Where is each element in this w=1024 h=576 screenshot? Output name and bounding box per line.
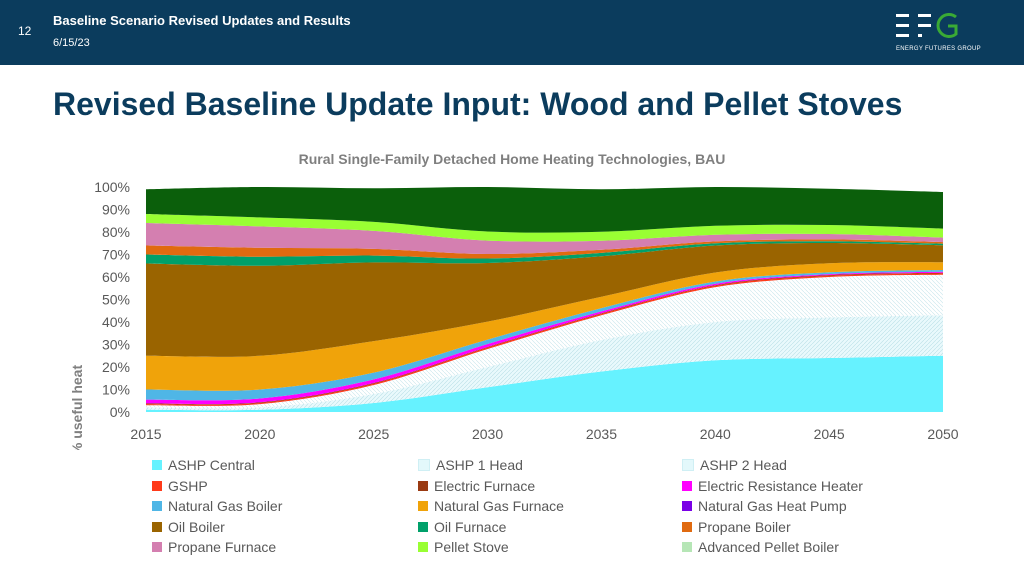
area-series-11 (146, 239, 943, 259)
header-date: 6/15/23 (53, 37, 90, 49)
legend-swatch (152, 480, 162, 491)
legend-swatch (682, 459, 694, 471)
legend-item: Oil Furnace (418, 519, 506, 535)
x-tick-label: 2020 (244, 426, 275, 442)
legend-swatch (682, 521, 692, 532)
x-tick-label: 2040 (700, 426, 731, 442)
y-tick-label: 0% (110, 404, 130, 420)
area-series-1 (146, 315, 943, 411)
y-tick-label: 70% (102, 247, 130, 263)
page-title: Revised Baseline Update Input: Wood and … (53, 86, 903, 122)
legend-label: Electric Resistance Heater (698, 477, 863, 494)
area-series-12 (146, 223, 943, 255)
area-series-2 (146, 274, 943, 409)
legend-item: Propane Furnace (152, 539, 276, 555)
legend-swatch (418, 480, 428, 491)
area-series-13 (146, 214, 943, 242)
x-tick-labels: 2015 2020 2025 2030 2035 2040 2045 2050 (130, 426, 958, 442)
x-tick-label: 2015 (130, 426, 161, 442)
y-tick-label: 100% (94, 179, 130, 195)
x-tick-label: 2030 (472, 426, 503, 442)
legend-item: Propane Boiler (682, 519, 791, 535)
x-tick-label: 2050 (927, 426, 958, 442)
x-tick-label: 2025 (358, 426, 389, 442)
area-series-0 (146, 355, 943, 412)
logo-subtitle: ENERGY FUTURES GROUP (896, 46, 981, 52)
legend-label: Pellet Stove (434, 539, 509, 555)
y-axis-label: % useful heat (69, 365, 85, 450)
legend-item: Natural Gas Boiler (152, 498, 282, 514)
legend-swatch (418, 459, 430, 471)
legend-swatch (152, 460, 162, 470)
legend-label: Oil Furnace (434, 518, 507, 535)
area-series-9 (146, 243, 943, 357)
legend-swatch (152, 501, 162, 511)
header-bar: 12 Baseline Scenario Revised Updates and… (0, 0, 1024, 65)
legend-item: Oil Boiler (152, 519, 225, 535)
legend-label: Electric Furnace (434, 477, 536, 494)
legend-swatch (418, 521, 428, 532)
legend-item: Natural Gas Furnace (418, 498, 564, 514)
header-title: Baseline Scenario Revised Updates and Re… (53, 13, 351, 28)
area-series-15 (146, 186, 943, 233)
legend-item: Pellet Stove (418, 539, 509, 555)
legend-label: Advanced Pellet Boiler (698, 539, 839, 555)
legend-label: ASHP 1 Head (436, 457, 523, 473)
y-tick-label: 60% (102, 269, 130, 285)
legend-item: GSHP (152, 478, 208, 494)
chart-title: Rural Single-Family Detached Home Heatin… (299, 151, 726, 167)
legend-item: ASHP 2 Head (682, 457, 787, 473)
x-tick-label: 2035 (586, 426, 617, 442)
efg-logo (896, 13, 958, 38)
y-tick-label: 10% (102, 382, 130, 398)
y-tick-label: 20% (102, 359, 130, 375)
legend-label: Natural Gas Furnace (434, 498, 564, 514)
legend-item: ASHP Central (152, 457, 255, 473)
x-tick-label: 2045 (814, 426, 845, 442)
area-series-group (146, 186, 943, 412)
legend-swatch (152, 521, 162, 532)
legend-item: Advanced Pellet Boiler (682, 539, 839, 555)
legend-swatch (682, 542, 692, 552)
legend-swatch (418, 501, 428, 511)
legend-item: ASHP 1 Head (418, 457, 523, 473)
legend-label: Propane Furnace (168, 539, 277, 555)
legend-label: Natural Gas Boiler (168, 498, 283, 514)
legend-item: Electric Resistance Heater (682, 478, 863, 494)
legend-item: Natural Gas Heat Pump (682, 498, 847, 514)
y-tick-label: 90% (102, 202, 130, 218)
y-tick-labels: 0% 10% 20% 30% 40% 50% 60% 70% 80% 90% 100% (94, 179, 130, 420)
legend-label: Propane Boiler (698, 518, 791, 535)
legend-item: Electric Furnace (418, 478, 535, 494)
legend-label: GSHP (168, 477, 208, 494)
y-tick-label: 30% (102, 337, 130, 353)
legend-swatch (152, 542, 162, 552)
y-tick-label: 50% (102, 292, 130, 308)
legend-label: Natural Gas Heat Pump (698, 498, 847, 514)
legend-swatch (682, 501, 692, 511)
legend-swatch (682, 480, 692, 491)
stacked-area-chart: Rural Single-Family Detached Home Heatin… (69, 151, 959, 450)
y-tick-label: 40% (102, 314, 130, 330)
legend-label: Oil Boiler (168, 518, 225, 535)
legend-label: ASHP 2 Head (700, 457, 787, 473)
area-series-7 (146, 262, 943, 391)
legend-swatch (418, 542, 428, 552)
area-series-10 (146, 241, 943, 266)
slide-number: 12 (18, 24, 32, 38)
legend-label: ASHP Central (168, 457, 255, 473)
y-tick-label: 80% (102, 224, 130, 240)
